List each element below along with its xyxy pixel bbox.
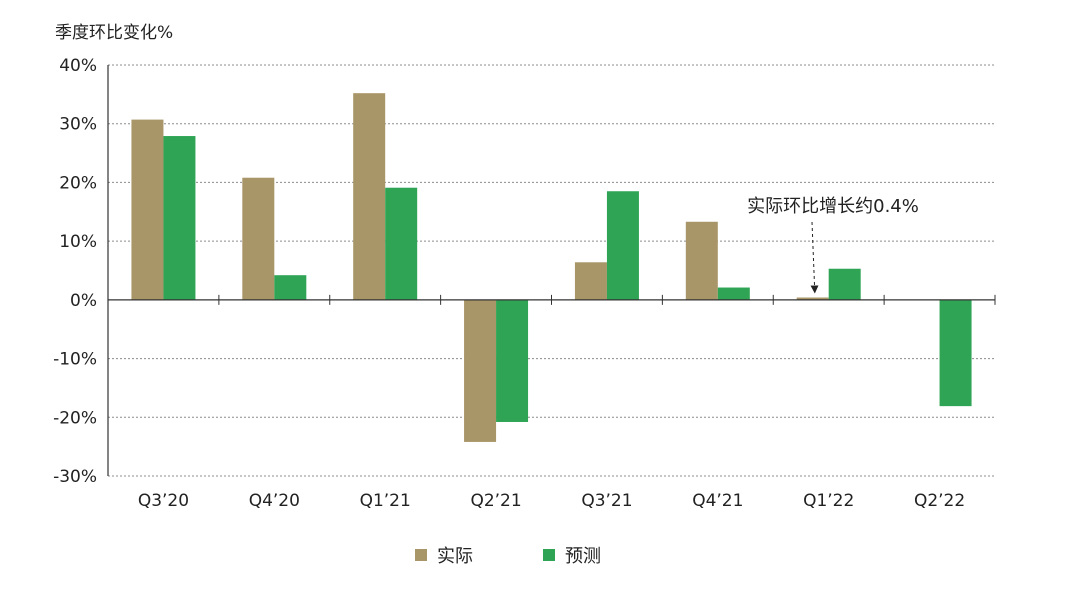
bar-forecast [496,299,529,422]
y-axis-ticks: 40% 30% 20% 10% 0% -10% -20% -30% [53,56,97,487]
bar-forecast [274,275,307,300]
bar-forecast [606,191,639,300]
x-tick-label: Q4’20 [249,491,300,511]
x-tick-label: Q2’21 [470,491,521,511]
bar-actual [242,177,275,300]
bar-forecast [828,268,861,300]
legend-label-forecast: 预测 [565,546,601,567]
y-axis-label: 季度环比变化% [55,23,173,43]
bar-actual [353,93,386,300]
x-axis-ticks: Q3’20 Q4’20 Q1’21 Q2’21 Q3’21 Q4’21 Q1’22 Q2’22 [138,491,965,511]
x-tick-label: Q1’22 [803,491,854,511]
bar-forecast [163,136,196,300]
bar-forecast [385,187,418,300]
bar-actual [464,299,497,442]
y-tick-label: 0% [70,291,97,311]
axes [107,65,996,476]
annotation-text: 实际环比增长约0.4% [747,196,919,217]
y-tick-label: -10% [53,350,97,370]
bar-actual [131,119,164,300]
annotation-arrow [810,221,819,294]
y-tick-label: -30% [53,467,97,487]
bar-actual [685,221,718,300]
y-tick-label: 10% [59,232,97,252]
bar-actual [574,262,607,300]
legend-label-actual: 实际 [437,546,473,567]
y-tick-label: 30% [59,115,97,135]
y-tick-label: 40% [59,56,97,76]
x-tick-label: Q2’22 [914,491,965,511]
x-tick-label: Q4’21 [692,491,743,511]
legend-swatch-actual [415,549,427,561]
bar-forecast [939,299,972,407]
bars [131,93,972,442]
legend: 实际 预测 [415,546,601,567]
x-tick-label: Q3’20 [138,491,189,511]
annotation: 实际环比增长约0.4% [747,196,919,294]
y-tick-label: 20% [59,173,97,193]
legend-swatch-forecast [543,549,555,561]
bar-actual [796,297,829,300]
y-tick-label: -20% [53,408,97,428]
x-tick-label: Q3’21 [581,491,632,511]
x-tick-label: Q1’21 [360,491,411,511]
gridlines [108,64,995,477]
bar-forecast [717,287,750,300]
